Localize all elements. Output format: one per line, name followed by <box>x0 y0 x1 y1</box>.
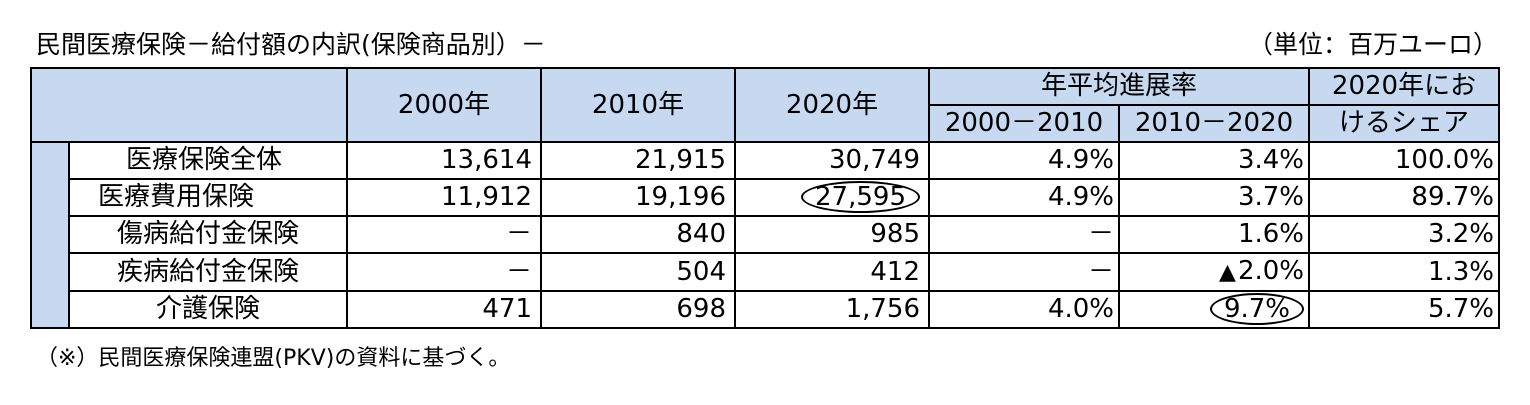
header-growth: 年平均進展率 <box>927 67 1311 106</box>
value-2010: 504 <box>540 252 736 292</box>
share-2020: 89.7% <box>1308 178 1501 217</box>
value-2020: 27,595 <box>734 178 930 217</box>
share-2020: 1.3% <box>1308 252 1501 292</box>
row-group-indent <box>30 141 70 329</box>
header-growth-2010-2020: 2010－2020 <box>1117 104 1311 143</box>
row-label: 疾病給付金保険 <box>68 252 348 292</box>
highlight-circle: 27,595 <box>801 181 920 213</box>
growth-2010-2020: 3.4% <box>1117 141 1311 180</box>
share-2020: 100.0% <box>1308 141 1501 180</box>
header-share-line2: けるシェア <box>1308 104 1501 143</box>
share-2020: 5.7% <box>1308 290 1501 329</box>
value-2000: － <box>346 215 542 254</box>
row-label: 医療費用保険 <box>68 178 348 217</box>
value-2010: 698 <box>540 290 736 329</box>
growth-2010-2020: 9.7% <box>1117 290 1311 329</box>
unit-label: （単位：百万ユーロ） <box>1247 30 1498 59</box>
value-2000: 471 <box>346 290 542 329</box>
growth-2000-2010: 4.9% <box>928 178 1120 217</box>
growth-2010-2020: ▲2.0% <box>1117 252 1311 292</box>
growth-2000-2010: － <box>928 252 1120 292</box>
value-2020: 1,756 <box>734 290 930 329</box>
share-2020: 3.2% <box>1308 215 1501 254</box>
growth-2000-2010: 4.0% <box>928 290 1120 329</box>
header-share-line1: 2020年にお <box>1308 67 1501 106</box>
value-2010: 21,915 <box>540 141 736 180</box>
row-label: 医療保険全体 <box>68 141 348 180</box>
value-2010: 19,196 <box>540 178 736 217</box>
value-2010: 840 <box>540 215 736 254</box>
value-2000: － <box>346 252 542 292</box>
header-corner <box>30 67 348 143</box>
table-row: 疾病給付金保険 － 504 412 － ▲2.0% 1.3% <box>31 252 1501 292</box>
growth-2000-2010: － <box>928 215 1120 254</box>
value-2020: 30,749 <box>734 141 930 180</box>
value-2000: 11,912 <box>346 178 542 217</box>
header-2020: 2020年 <box>734 67 930 143</box>
highlight-circle: 9.7% <box>1209 293 1305 325</box>
table-row: 傷病給付金保険 － 840 985 － 1.6% 3.2% <box>31 215 1501 254</box>
growth-value: 2.0% <box>1237 256 1305 286</box>
source-note: （※）民間医療保険連盟(PKV)の資料に基づく。 <box>36 346 511 371</box>
table-row: 医療費用保険 11,912 19,196 27,595 4.9% 3.7% 89… <box>31 178 1501 217</box>
header-2010: 2010年 <box>540 67 736 143</box>
header-growth-2000-2010: 2000－2010 <box>928 104 1120 143</box>
table-row: 介護保険 471 698 1,756 4.0% 9.7% 5.7% <box>31 290 1501 329</box>
benefits-table: 2000年 2010年 2020年 年平均進展率 2020年にお 2000－20… <box>30 67 1501 329</box>
row-label: 介護保険 <box>68 290 348 329</box>
value-2020: 412 <box>734 252 930 292</box>
growth-2010-2020: 3.7% <box>1117 178 1311 217</box>
negative-triangle-icon: ▲ <box>1219 260 1236 285</box>
value-2020: 985 <box>734 215 930 254</box>
header-2000: 2000年 <box>346 67 542 143</box>
row-label: 傷病給付金保険 <box>68 215 348 254</box>
table-row: 医療保険全体 13,614 21,915 30,749 4.9% 3.4% 10… <box>30 141 1501 329</box>
value-2000: 13,614 <box>346 141 542 180</box>
growth-2010-2020: 1.6% <box>1117 215 1311 254</box>
table-title: 民間医療保険－給付額の内訳(保険商品別）－ <box>36 30 546 59</box>
growth-2000-2010: 4.9% <box>928 141 1120 180</box>
